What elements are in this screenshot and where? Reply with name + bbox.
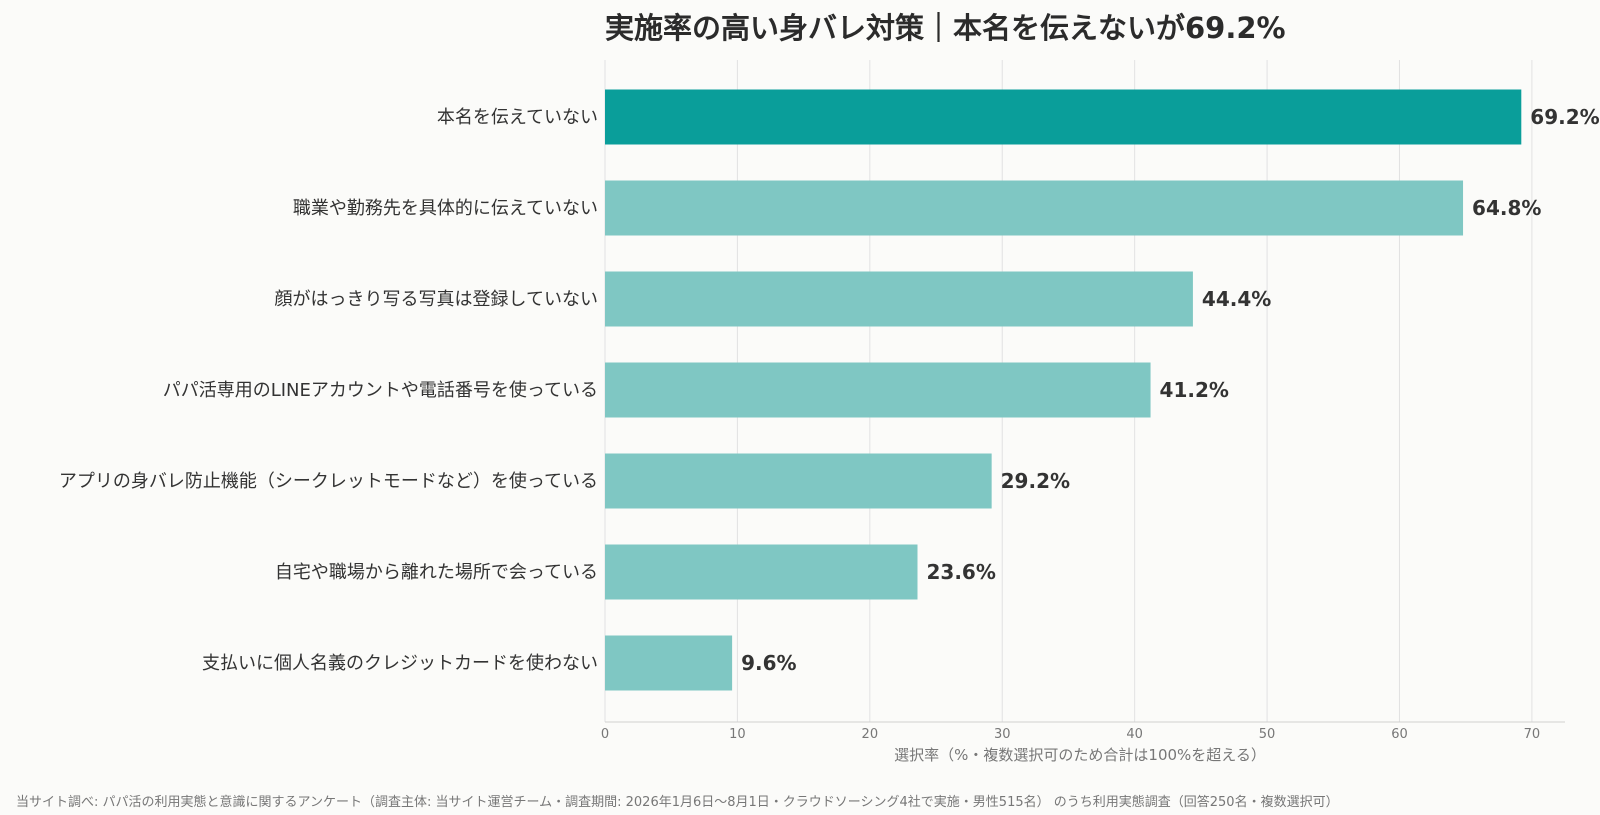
bar <box>605 635 733 691</box>
bar <box>605 362 1151 418</box>
value-label: 64.8% <box>1472 196 1541 220</box>
value-label: 23.6% <box>926 560 995 584</box>
x-tick-label: 0 <box>601 727 609 742</box>
bar <box>605 453 992 509</box>
category-label: 自宅や職場から離れた場所で会っている <box>275 562 598 583</box>
value-label: 44.4% <box>1202 287 1271 311</box>
value-label: 9.6% <box>741 651 796 675</box>
value-label: 41.2% <box>1160 378 1229 402</box>
x-tick-label: 30 <box>994 727 1011 742</box>
value-label: 29.2% <box>1001 469 1070 493</box>
category-label: 顔がはっきり写る写真は登録していない <box>275 289 598 310</box>
source-note: 当サイト調べ: パパ活の利用実態と意識に関するアンケート（調査主体: 当サイト運… <box>16 794 1339 810</box>
x-tick-label: 20 <box>862 727 879 742</box>
category-label: パパ活専用のLINEアカウントや電話番号を使っている <box>163 380 598 401</box>
category-label: 支払いに個人名義のクレジットカードを使わない <box>202 653 598 674</box>
x-tick-label: 60 <box>1391 727 1408 742</box>
x-tick-label: 10 <box>729 727 746 742</box>
category-label: アプリの身バレ防止機能（シークレットモードなど）を使っている <box>59 471 598 492</box>
bar <box>605 271 1193 327</box>
category-label: 本名を伝えていない <box>437 107 598 128</box>
bar <box>605 544 918 600</box>
bar <box>605 180 1464 236</box>
category-label: 職業や勤務先を具体的に伝えていない <box>293 198 598 219</box>
value-labels: 69.2% 64.8% 44.4% 41.2% 29.2% 23.6% 9.6% <box>741 105 1600 675</box>
x-tick-label: 40 <box>1126 727 1143 742</box>
x-tick-label: 50 <box>1259 727 1276 742</box>
x-axis-title: 選択率（%・複数選択可のため合計は100%を超える） <box>894 746 1266 764</box>
value-label: 69.2% <box>1530 105 1599 129</box>
bar <box>605 89 1522 145</box>
x-tick-label: 70 <box>1524 727 1541 742</box>
bars <box>605 89 1522 691</box>
x-axis-ticks: 0 10 20 30 40 50 60 70 <box>601 727 1540 742</box>
category-labels: 本名を伝えていない職業や勤務先を具体的に伝えていない顔がはっきり写る写真は登録し… <box>59 107 598 674</box>
chart-title: 実施率の高い身バレ対策｜本名を伝えないが69.2% <box>605 11 1286 45</box>
